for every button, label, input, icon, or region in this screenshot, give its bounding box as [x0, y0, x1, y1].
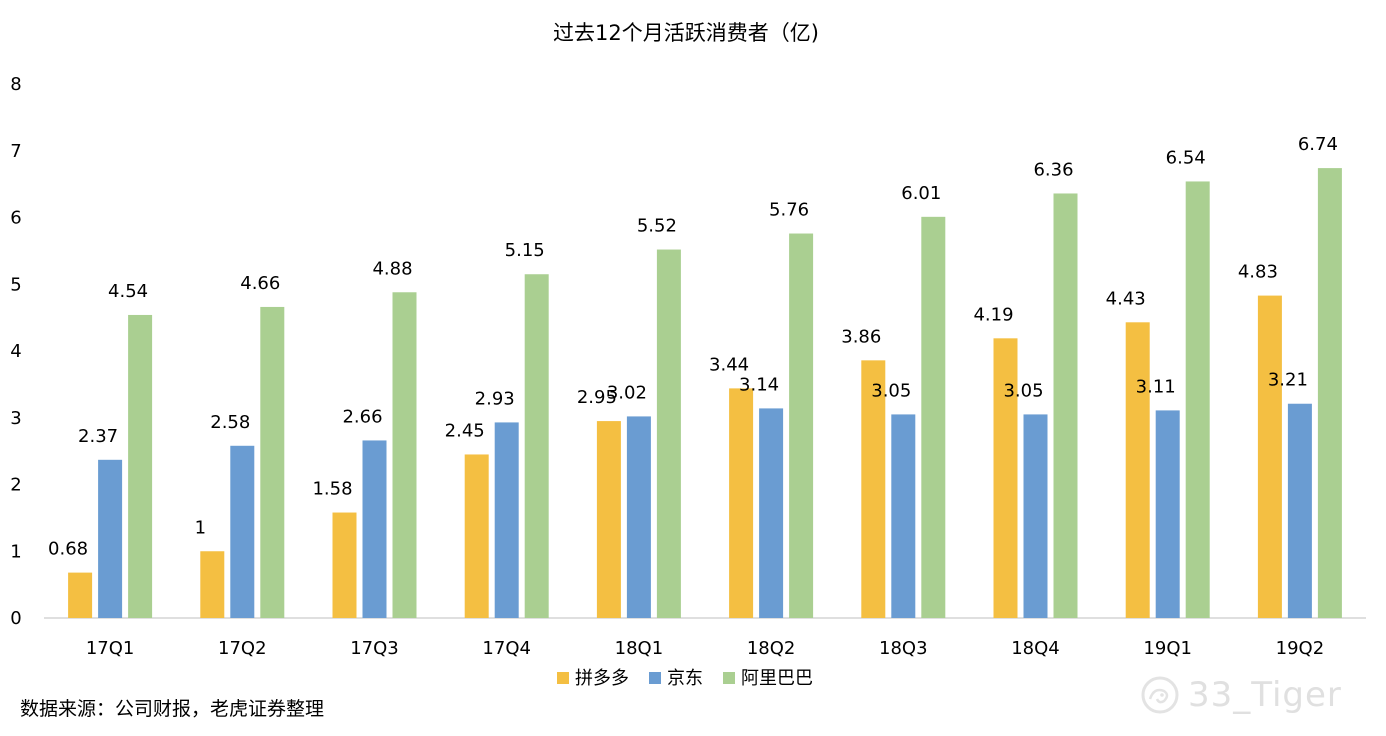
bar — [921, 216, 946, 618]
data-label: 2.66 — [342, 406, 382, 427]
data-label: 6.36 — [1033, 159, 1073, 180]
data-label: 2.95 — [577, 387, 617, 408]
bar — [494, 422, 519, 618]
data-label: 4.88 — [372, 258, 412, 279]
y-tick-label: 6 — [10, 208, 21, 229]
y-tick-label: 8 — [10, 74, 21, 95]
x-category-label: 18Q1 — [615, 638, 664, 659]
data-label: 6.74 — [1298, 134, 1338, 155]
bar — [1257, 295, 1282, 618]
data-label: 2.37 — [78, 426, 118, 447]
data-label: 1 — [195, 517, 206, 538]
data-labels: 0.68 2.37 4.54 1 2.58 4.66 1.58 2.66 4.88 2.45 2.9… — [48, 134, 1338, 560]
legend-swatch — [649, 672, 661, 684]
bar — [993, 338, 1018, 618]
bar — [68, 572, 93, 618]
data-label: 4.54 — [108, 281, 148, 302]
data-label: 3.05 — [1003, 380, 1043, 401]
bar — [789, 233, 814, 618]
y-tick-label: 2 — [10, 475, 21, 496]
data-label: 5.52 — [637, 216, 677, 237]
data-label: 5.15 — [505, 240, 545, 261]
data-label: 6.01 — [901, 183, 941, 204]
legend-label: 京东 — [667, 668, 703, 689]
bar — [861, 360, 886, 618]
x-category-label: 17Q3 — [350, 638, 399, 659]
data-label: 5.76 — [769, 200, 809, 221]
y-tick-label: 5 — [10, 274, 21, 295]
bar — [524, 274, 549, 618]
bar — [1053, 193, 1078, 618]
y-tick-label: 0 — [10, 608, 21, 629]
bar — [362, 440, 387, 618]
bar — [230, 445, 255, 618]
watermark-text: 33_Tiger — [1188, 675, 1342, 715]
y-tick-label: 1 — [10, 541, 21, 562]
bar — [1287, 403, 1312, 618]
bar — [626, 416, 651, 618]
data-label: 6.54 — [1166, 147, 1206, 168]
bar — [464, 454, 489, 618]
data-label: 3.11 — [1136, 376, 1176, 397]
data-label: 3.02 — [607, 382, 647, 403]
bar — [1155, 410, 1180, 618]
snail-logo-icon — [1141, 676, 1179, 714]
chart-title: 过去12个月活跃消费者（亿) — [553, 21, 819, 45]
watermark: 33_Tiger — [1140, 670, 1370, 720]
data-label: 3.21 — [1268, 370, 1308, 391]
y-axis: 0 1 2 3 4 5 6 7 8 — [10, 74, 21, 629]
bar — [596, 421, 621, 618]
x-axis-categories: 17Q1 17Q2 17Q3 17Q4 18Q1 18Q2 18Q3 18Q4 19Q1 19Q2 — [86, 638, 1324, 659]
bars — [68, 168, 1342, 619]
x-category-label: 19Q1 — [1143, 638, 1192, 659]
bar — [392, 292, 417, 618]
legend-swatch — [557, 672, 569, 684]
bar — [200, 551, 225, 618]
data-label: 4.66 — [240, 273, 280, 294]
x-category-label: 19Q2 — [1276, 638, 1325, 659]
x-category-label: 17Q1 — [86, 638, 135, 659]
bar — [1317, 168, 1342, 619]
data-label: 2.58 — [210, 412, 250, 433]
bar — [729, 388, 754, 618]
data-label: 0.68 — [48, 539, 88, 560]
bar — [128, 314, 153, 618]
bar — [656, 249, 681, 619]
bar — [1023, 414, 1048, 618]
data-label: 4.83 — [1238, 262, 1278, 283]
y-tick-label: 7 — [10, 141, 21, 162]
y-tick-label: 3 — [10, 408, 21, 429]
data-label: 3.05 — [871, 380, 911, 401]
source-note: 数据来源：公司财报，老虎证券整理 — [20, 698, 325, 720]
x-category-label: 17Q4 — [482, 638, 531, 659]
bar — [260, 306, 285, 618]
legend: 拼多多 京东 阿里巴巴 — [557, 668, 813, 689]
data-label: 3.44 — [709, 354, 749, 375]
legend-label: 拼多多 — [575, 668, 629, 689]
x-category-label: 18Q2 — [747, 638, 796, 659]
data-label: 2.93 — [475, 388, 515, 409]
data-label: 4.19 — [973, 304, 1013, 325]
x-category-label: 18Q4 — [1011, 638, 1060, 659]
bar — [1125, 322, 1150, 618]
data-label: 1.58 — [312, 479, 352, 500]
legend-swatch — [723, 672, 735, 684]
bar — [1185, 181, 1210, 618]
bar — [891, 414, 916, 618]
data-label: 2.45 — [445, 420, 485, 441]
x-category-label: 18Q3 — [879, 638, 928, 659]
data-label: 4.43 — [1106, 288, 1146, 309]
data-label: 3.14 — [739, 374, 779, 395]
bar — [98, 459, 123, 618]
data-label: 3.86 — [841, 326, 881, 347]
y-tick-label: 4 — [10, 341, 21, 362]
bar — [759, 408, 784, 618]
x-category-label: 17Q2 — [218, 638, 267, 659]
bar — [332, 512, 357, 618]
legend-label: 阿里巴巴 — [741, 668, 813, 689]
